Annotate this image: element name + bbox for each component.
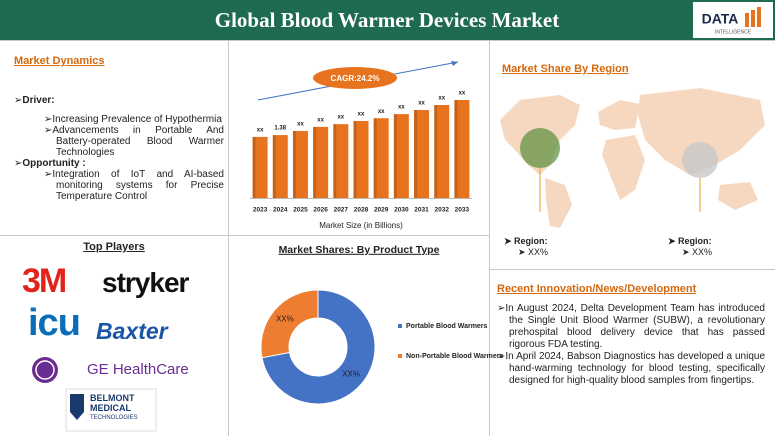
value-label: xx (337, 115, 344, 121)
bar-shade (454, 100, 458, 198)
value-label: xx (257, 127, 264, 133)
bar-shade (313, 126, 317, 198)
dynamics: Driver: Increasing Prevalence of Hypothe… (14, 95, 224, 202)
region-item: ➤ Region: ➤ XX% (504, 236, 549, 257)
section-title: Market Share By Region (502, 63, 629, 75)
legend-label: Portable Blood Warmers (406, 323, 488, 330)
bar-shade (272, 135, 276, 198)
driver-label: Driver: (14, 95, 224, 106)
logo-ge: GE HealthCare (87, 361, 189, 378)
x-tick-label: 2033 (455, 207, 470, 214)
bar (292, 130, 308, 198)
belmont-line: TECHNOLOGIES (90, 415, 138, 421)
x-tick-label: 2026 (313, 207, 328, 214)
bar-shade (353, 120, 357, 198)
value-label: xx (398, 105, 405, 111)
section-title: Top Players (83, 241, 145, 253)
bar-shade (414, 110, 418, 198)
belmont-line: BELMONT (90, 393, 135, 403)
bar (353, 120, 369, 198)
value-label: xx (297, 122, 304, 128)
region-value: XX% (692, 247, 713, 257)
region-label: Region: (678, 236, 712, 246)
logo-belmont: BELMONT MEDICAL TECHNOLOGIES (90, 393, 138, 423)
drivers: Increasing Prevalence of Hypothermia Adv… (14, 114, 224, 158)
bar (434, 105, 450, 198)
value-label: xx (418, 101, 425, 107)
x-tick-label: 2027 (334, 207, 349, 214)
logo-sub: INTELLIGENCE (715, 29, 752, 35)
bar (414, 110, 430, 198)
chart-title: Market Shares: By Product Type (279, 244, 440, 256)
panel-borders (0, 40, 775, 436)
bar-shade (393, 114, 397, 198)
legend-label: Non-Portable Blood Warmers (406, 353, 503, 360)
logo-3m: 3M (22, 262, 67, 300)
opportunity-label: Opportunity : (14, 158, 224, 169)
value-label: xx (459, 91, 466, 97)
region-item: ➤ Region: ➤ XX% (668, 236, 713, 257)
bar-shade (434, 105, 438, 198)
cagr-badge (313, 67, 397, 89)
region-value: XX% (528, 247, 549, 257)
legend-swatch (398, 324, 402, 328)
cagr-label: CAGR:24.2% (331, 74, 380, 83)
donut-slice (260, 289, 319, 359)
donut-slice (261, 289, 376, 405)
logo-stryker: stryker (102, 267, 189, 298)
bar-shade (373, 118, 377, 198)
opportunities: Integration of IoT and AI-based monitori… (14, 169, 224, 202)
x-tick-label: 2029 (374, 207, 389, 214)
value-label: xx (438, 96, 445, 102)
value-label: XX% (276, 315, 294, 324)
section-title: Recent Innovation/News/Development (497, 283, 697, 295)
bar (454, 100, 470, 198)
news: In August 2024, Delta Development Team h… (497, 303, 765, 387)
value-label: xx (358, 112, 365, 118)
value-label: xx (317, 117, 324, 123)
value-label: XX% (342, 370, 360, 379)
ge-emblem (35, 360, 55, 380)
region-marker (520, 128, 560, 168)
title: Global Blood Warmer Devices Market (215, 8, 560, 32)
bar-shade (292, 130, 296, 198)
bar (393, 114, 409, 198)
logo-icon (745, 7, 761, 27)
news-item: In August 2024, Delta Development Team h… (497, 303, 765, 351)
section-title: Market Dynamics (14, 55, 105, 67)
logo-icu: icu (28, 302, 81, 344)
belmont-emblem (70, 394, 84, 420)
x-axis-label: Market Size (in Billions) (319, 221, 403, 230)
driver: Advancements in Portable And Battery-ope… (44, 125, 224, 158)
x-tick-label: 2032 (434, 207, 449, 214)
x-tick-label: 2030 (394, 207, 409, 214)
header-bar (0, 0, 775, 40)
bar-shade (252, 136, 256, 198)
bar-shade (333, 124, 337, 198)
bar (313, 126, 329, 198)
opportunity: Integration of IoT and AI-based monitori… (44, 169, 224, 202)
x-tick-label: 2024 (273, 207, 288, 214)
value-label: 1.38 (274, 126, 286, 132)
logo-text: DATA (702, 11, 739, 27)
belmont-line: MEDICAL (90, 403, 131, 413)
region-label: Region: (514, 236, 548, 246)
value-label: xx (378, 109, 385, 115)
logo-baxter: Baxter (96, 318, 168, 344)
bar (373, 118, 389, 198)
legend-swatch (398, 354, 402, 358)
bar (333, 124, 349, 198)
region-marker (682, 142, 718, 178)
bar (252, 136, 268, 198)
bar (272, 135, 288, 198)
arrow-head (451, 61, 458, 66)
x-tick-label: 2025 (293, 207, 308, 214)
news-item: In April 2024, Babson Diagnostics has de… (497, 351, 765, 387)
x-tick-label: 2023 (253, 207, 268, 214)
driver: Increasing Prevalence of Hypothermia (44, 114, 224, 125)
x-tick-label: 2031 (414, 207, 429, 214)
x-tick-label: 2028 (354, 207, 369, 214)
